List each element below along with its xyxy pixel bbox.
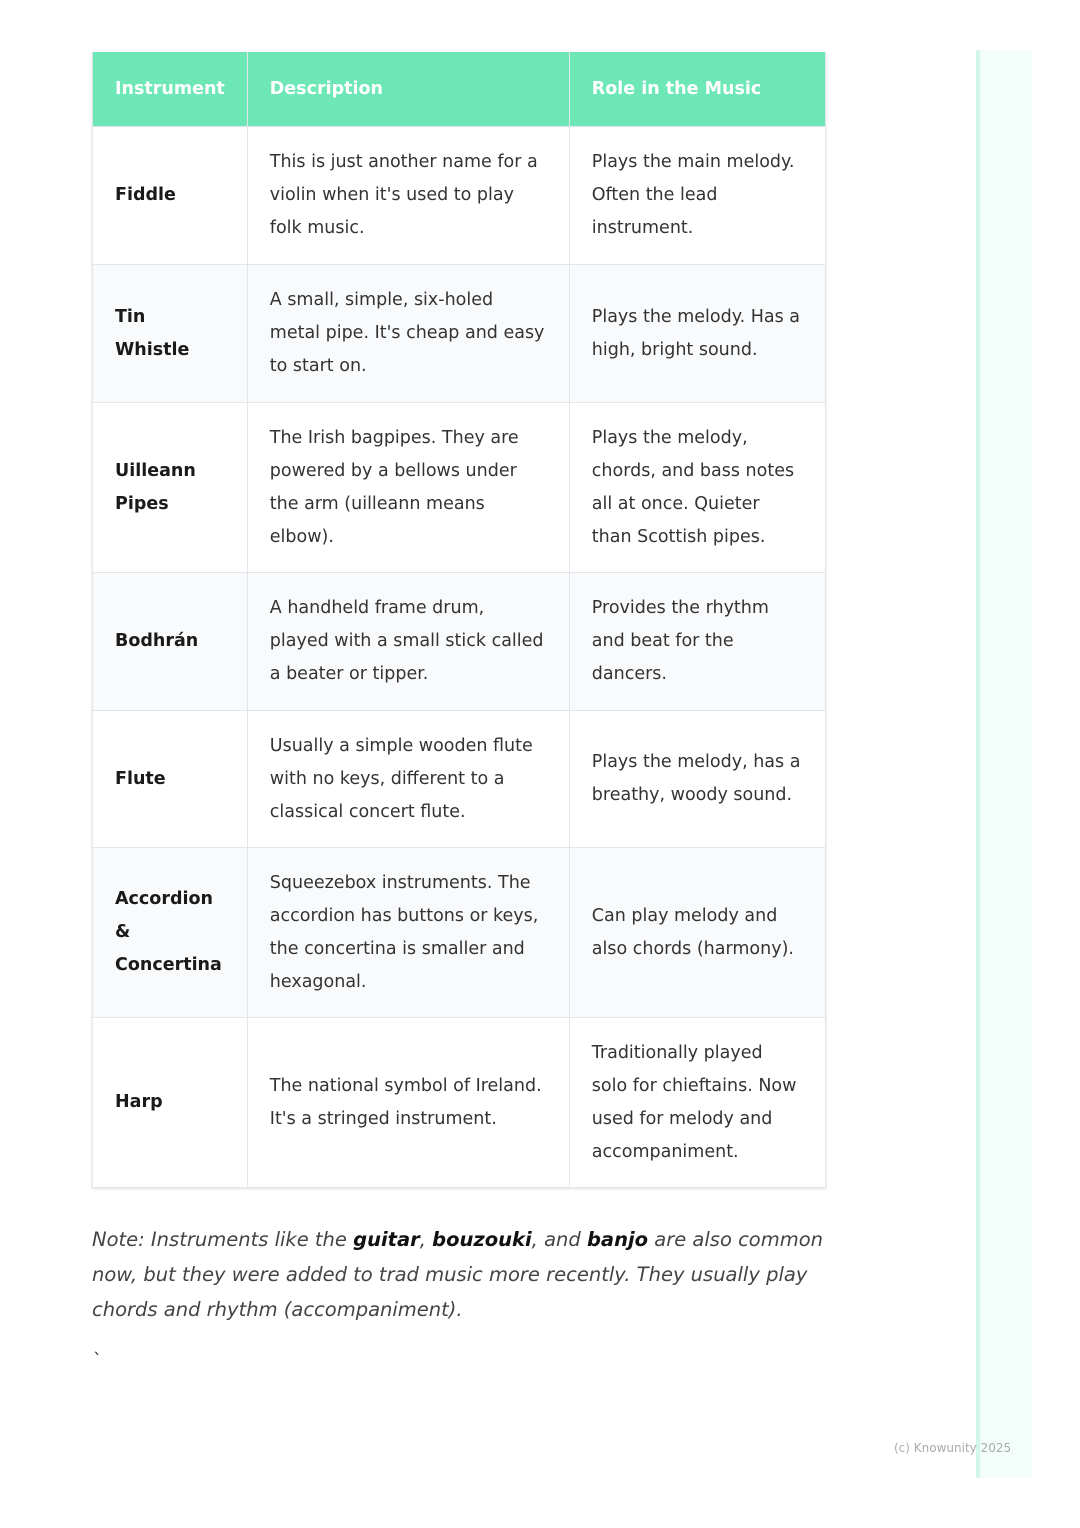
header-description: Description: [246, 52, 570, 127]
description-cell: This is just another name for a violin w…: [246, 126, 570, 265]
instrument-cell: Flute: [92, 710, 248, 848]
header-instrument: Instrument: [92, 52, 248, 127]
instrument-cell: Uilleann Pipes: [92, 402, 248, 573]
table-header-row: Instrument Description Role in the Music: [92, 52, 827, 127]
role-cell: Plays the melody, has a breathy, woody s…: [568, 710, 827, 848]
table-row: Flute Usually a simple wooden flute with …: [92, 710, 827, 848]
instrument-cell: Tin Whistle: [92, 264, 248, 403]
note-text: , and: [531, 1228, 587, 1251]
description-cell: Usually a simple wooden flute with no ke…: [246, 710, 570, 848]
instrument-cell: Accordion & Concertina: [92, 847, 248, 1018]
note-paragraph: Note: Instruments like the guitar, bouzo…: [92, 1222, 832, 1327]
description-cell: A handheld frame drum, played with a sma…: [246, 572, 570, 711]
side-panel: [976, 50, 1032, 1478]
note-text: Note: Instruments like the: [92, 1228, 354, 1251]
table-row: Fiddle This is just another name for a vi…: [92, 126, 827, 265]
instrument-cell: Bodhrán: [92, 572, 248, 711]
description-cell: The national symbol of Ireland. It's a s…: [246, 1017, 570, 1188]
note-bold-guitar: guitar: [353, 1228, 420, 1251]
table-row: Uilleann Pipes The Irish bagpipes. They a…: [92, 402, 827, 573]
header-role: Role in the Music: [568, 52, 827, 127]
note-text: ,: [419, 1228, 433, 1251]
footer-copyright: (c) Knowunity 2025: [894, 1441, 1012, 1455]
instrument-cell: Fiddle: [92, 126, 248, 265]
table-row: Harp The national symbol of Ireland. It's…: [92, 1017, 827, 1188]
role-cell: Plays the melody, chords, and bass notes…: [568, 402, 827, 573]
description-cell: The Irish bagpipes. They are powered by …: [246, 402, 570, 573]
role-cell: Plays the melody. Has a high, bright sou…: [568, 264, 827, 403]
role-cell: Can play melody and also chords (harmony…: [568, 847, 827, 1018]
role-cell: Plays the main melody. Often the lead in…: [568, 126, 827, 265]
role-cell: Traditionally played solo for chieftains…: [568, 1017, 827, 1188]
instruments-table: Instrument Description Role in the Music…: [92, 52, 827, 1188]
description-cell: Squeezebox instruments. The accordion ha…: [246, 847, 570, 1018]
note-bold-bouzouki: bouzouki: [432, 1228, 532, 1251]
role-cell: Provides the rhythm and beat for the dan…: [568, 572, 827, 711]
table-row: Tin Whistle A small, simple, six-holed me…: [92, 264, 827, 403]
description-cell: A small, simple, six-holed metal pipe. I…: [246, 264, 570, 403]
instrument-cell: Harp: [92, 1017, 248, 1188]
table-row: Bodhrán A handheld frame drum, played wit…: [92, 572, 827, 711]
table-row: Accordion & Concertina Squeezebox instrum…: [92, 847, 827, 1018]
note-text: are also common now, but they were added…: [92, 1228, 824, 1321]
note-bold-banjo: banjo: [586, 1228, 649, 1251]
stray-backtick: `: [93, 1350, 102, 1371]
